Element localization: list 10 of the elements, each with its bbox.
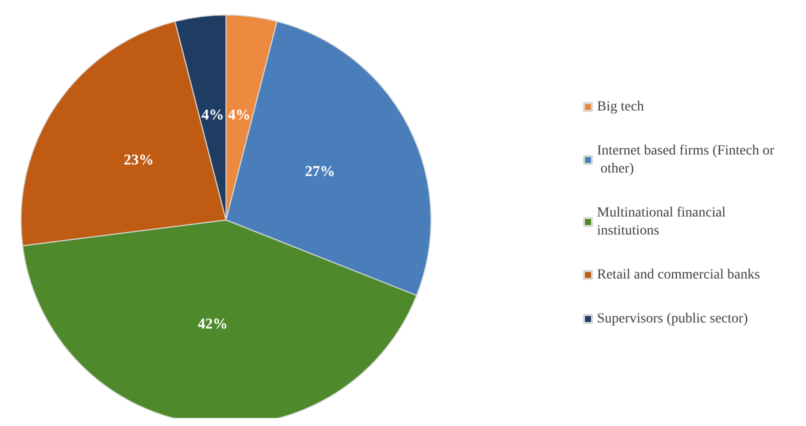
data-label: 27% [305, 164, 335, 180]
legend-label: Big tech [597, 100, 644, 114]
legend-label: Retail and commercial banks [597, 268, 760, 282]
data-label: 42% [198, 316, 228, 333]
data-label: 4% [202, 107, 224, 124]
legend-label: Multinational financial institutions [597, 206, 730, 238]
legend-label: Internet based firms (Fintech or other) [597, 144, 775, 176]
legend-label: Supervisors (public sector) [597, 312, 748, 326]
data-label: 23% [124, 152, 154, 169]
data-label: 4% [228, 107, 250, 124]
